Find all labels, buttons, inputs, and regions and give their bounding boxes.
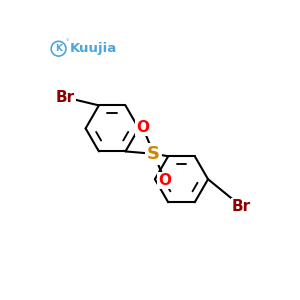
Text: K: K: [55, 44, 62, 53]
Text: °: °: [65, 39, 69, 45]
Text: O: O: [136, 120, 149, 135]
Text: O: O: [158, 173, 171, 188]
Text: Kuujia: Kuujia: [70, 42, 117, 55]
Text: Br: Br: [55, 90, 74, 105]
Text: S: S: [147, 145, 160, 163]
Text: Br: Br: [232, 199, 251, 214]
